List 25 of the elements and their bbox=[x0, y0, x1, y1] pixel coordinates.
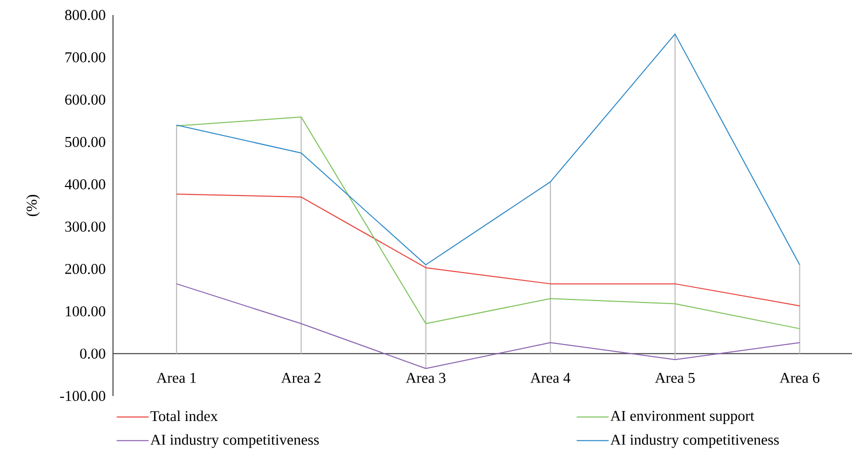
x-tick-label: Area 6 bbox=[780, 372, 820, 383]
line-series bbox=[176, 34, 800, 266]
x-tick-label: Area 5 bbox=[654, 372, 695, 383]
y-axis-title: (%) bbox=[26, 194, 40, 216]
line-series bbox=[176, 194, 800, 306]
legend-label: Total index bbox=[150, 410, 218, 422]
y-tick-label: 400.00 bbox=[64, 179, 106, 190]
legend-label: AI environment support bbox=[610, 410, 754, 424]
y-tick-label: 0.00 bbox=[80, 348, 106, 359]
x-tick-label: Area 4 bbox=[530, 372, 570, 383]
x-tick-label: Area 2 bbox=[281, 372, 321, 383]
legend-label: AI industry competitiveness bbox=[150, 434, 319, 448]
line-series bbox=[176, 116, 800, 330]
y-tick-label: 800.00 bbox=[65, 10, 106, 20]
y-tick-label: 700.00 bbox=[66, 52, 106, 62]
x-tick-label: Area 1 bbox=[156, 372, 196, 383]
y-tick-label: 600.00 bbox=[65, 94, 106, 105]
y-tick-label: -100.00 bbox=[60, 390, 106, 402]
x-tick-label: Area 3 bbox=[406, 372, 446, 383]
y-tick-label: 300.00 bbox=[65, 222, 106, 232]
y-tick-label: 500.00 bbox=[65, 136, 106, 148]
y-tick-label: 100.00 bbox=[66, 306, 106, 316]
legend-label: AI industry competitiveness bbox=[610, 434, 779, 448]
line-series bbox=[176, 283, 800, 369]
y-tick-label: 200.00 bbox=[65, 264, 106, 274]
